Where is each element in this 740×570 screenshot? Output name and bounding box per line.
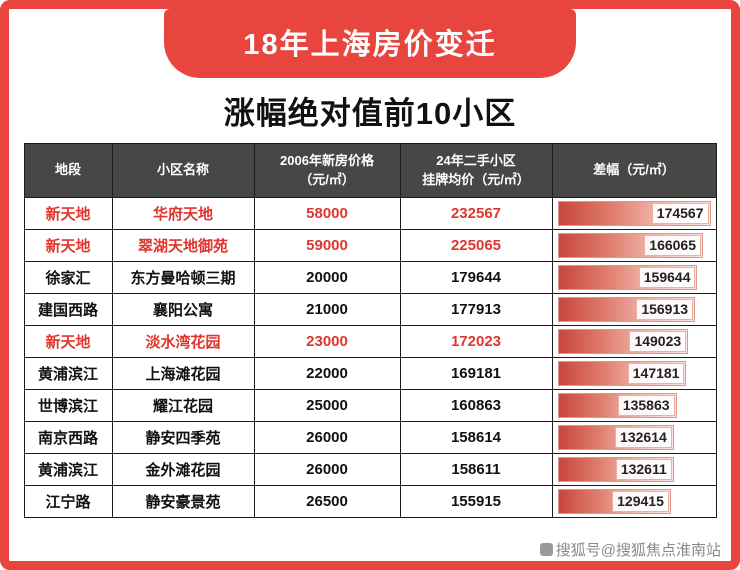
banner-title: 18年上海房价变迁 — [243, 29, 497, 61]
header-listing-2024: 24年二手小区 挂牌均价（元/㎡） — [399, 143, 553, 198]
diff-bar: 132614 — [557, 425, 674, 450]
diff-cell: 166065 — [551, 229, 717, 262]
district-cell: 黄浦滨江 — [23, 357, 113, 390]
community-cell: 上海滩花园 — [111, 357, 255, 390]
district-cell: 建国西路 — [23, 293, 113, 326]
community-cell: 华府天地 — [111, 197, 255, 230]
table-body: 新天地 华府天地 58000 232567 174567 新天地 翠湖天地御苑 59000 22… — [23, 197, 717, 518]
diff-bar: 156913 — [557, 297, 696, 322]
diff-cell: 147181 — [551, 357, 717, 390]
diff-cell: 159644 — [551, 261, 717, 294]
diff-bar: 147181 — [557, 361, 687, 386]
table-row: 江宁路 静安豪景苑 26500 155915 129415 — [23, 485, 717, 518]
diff-cell: 156913 — [551, 293, 717, 326]
district-cell: 南京西路 — [23, 421, 113, 454]
header-community: 小区名称 — [111, 143, 255, 198]
price-2006-cell: 22000 — [253, 357, 401, 390]
watermark-text: 搜狐号@搜狐焦点淮南站 — [555, 542, 721, 559]
price-2006-cell: 20000 — [253, 261, 401, 294]
district-cell: 江宁路 — [23, 485, 113, 518]
district-cell: 新天地 — [23, 229, 113, 262]
page-title: 涨幅绝对值前10小区 — [223, 96, 517, 131]
community-cell: 金外滩花园 — [111, 453, 255, 486]
diff-cell: 149023 — [551, 325, 717, 358]
listing-2024-cell: 177913 — [399, 293, 553, 326]
diff-value: 149023 — [629, 331, 687, 352]
diff-value: 147181 — [627, 363, 685, 384]
price-2006-cell: 26000 — [253, 421, 401, 454]
diff-value: 132614 — [615, 427, 672, 448]
header-price-2006: 2006年新房价格 （元/㎡） — [253, 143, 401, 198]
diff-value: 132611 — [615, 459, 672, 480]
district-cell: 黄浦滨江 — [23, 453, 113, 486]
community-cell: 静安四季苑 — [111, 421, 255, 454]
table-row: 黄浦滨江 上海滩花园 22000 169181 147181 — [23, 357, 717, 390]
header-diff: 差幅（元/㎡） — [551, 143, 717, 198]
price-2006-cell: 26500 — [253, 485, 401, 518]
price-2006-cell: 21000 — [253, 293, 401, 326]
listing-2024-cell: 169181 — [399, 357, 553, 390]
diff-cell: 129415 — [551, 485, 717, 518]
price-2006-cell: 58000 — [253, 197, 401, 230]
header-district: 地段 — [23, 143, 113, 198]
price-2006-cell: 59000 — [253, 229, 401, 262]
sohu-logo-icon — [539, 543, 553, 556]
diff-bar: 132611 — [557, 457, 674, 482]
district-cell: 世博滨江 — [23, 389, 113, 422]
listing-2024-cell: 160863 — [399, 389, 553, 422]
table-row: 新天地 翠湖天地御苑 59000 225065 166065 — [23, 229, 717, 262]
diff-cell: 132611 — [551, 453, 717, 486]
diff-bar: 166065 — [557, 233, 703, 258]
header-row: 地段 小区名称 2006年新房价格 （元/㎡） 24年二手小区 挂牌均价（元/㎡… — [23, 143, 717, 198]
price-2006-cell: 23000 — [253, 325, 401, 358]
table-row: 新天地 华府天地 58000 232567 174567 — [23, 197, 717, 230]
listing-2024-cell: 155915 — [399, 485, 553, 518]
district-cell: 新天地 — [23, 197, 113, 230]
top-banner: 18年上海房价变迁 — [164, 9, 576, 78]
diff-cell: 132614 — [551, 421, 717, 454]
diff-bar: 129415 — [557, 489, 671, 514]
diff-value: 166065 — [644, 235, 701, 256]
listing-2024-cell: 158614 — [399, 421, 553, 454]
listing-2024-cell: 232567 — [399, 197, 553, 230]
watermark: 搜狐号@搜狐焦点淮南站 — [539, 539, 721, 560]
community-cell: 翠湖天地御苑 — [111, 229, 255, 262]
community-cell: 淡水湾花园 — [111, 325, 255, 358]
table-row: 南京西路 静安四季苑 26000 158614 132614 — [23, 421, 717, 454]
listing-2024-cell: 225065 — [399, 229, 553, 262]
diff-cell: 174567 — [551, 197, 717, 230]
district-cell: 徐家汇 — [23, 261, 113, 294]
diff-bar: 159644 — [557, 265, 698, 290]
table-row: 新天地 淡水湾花园 23000 172023 149023 — [23, 325, 717, 358]
district-cell: 新天地 — [23, 325, 113, 358]
listing-2024-cell: 158611 — [399, 453, 553, 486]
diff-value: 135863 — [617, 395, 675, 416]
diff-bar: 174567 — [557, 201, 711, 226]
listing-2024-cell: 179644 — [399, 261, 553, 294]
table-row: 建国西路 襄阳公寓 21000 177913 156913 — [23, 293, 717, 326]
table-row: 徐家汇 东方曼哈顿三期 20000 179644 159644 — [23, 261, 717, 294]
listing-2024-cell: 172023 — [399, 325, 553, 358]
table-row: 黄浦滨江 金外滩花园 26000 158611 132611 — [23, 453, 717, 486]
price-table: 地段 小区名称 2006年新房价格 （元/㎡） 24年二手小区 挂牌均价（元/㎡… — [23, 143, 717, 518]
diff-value: 174567 — [651, 203, 709, 224]
diff-value: 129415 — [612, 491, 669, 512]
diff-cell: 135863 — [551, 389, 717, 422]
table-row: 世博滨江 耀江花园 25000 160863 135863 — [23, 389, 717, 422]
community-cell: 静安豪景苑 — [111, 485, 255, 518]
community-cell: 耀江花园 — [111, 389, 255, 422]
community-cell: 东方曼哈顿三期 — [111, 261, 255, 294]
diff-value: 159644 — [638, 267, 696, 288]
table-header: 地段 小区名称 2006年新房价格 （元/㎡） 24年二手小区 挂牌均价（元/㎡… — [23, 143, 717, 198]
price-2006-cell: 25000 — [253, 389, 401, 422]
diff-bar: 135863 — [557, 393, 677, 418]
diff-value: 156913 — [636, 299, 694, 320]
price-2006-cell: 26000 — [253, 453, 401, 486]
community-cell: 襄阳公寓 — [111, 293, 255, 326]
diff-bar: 149023 — [557, 329, 689, 354]
